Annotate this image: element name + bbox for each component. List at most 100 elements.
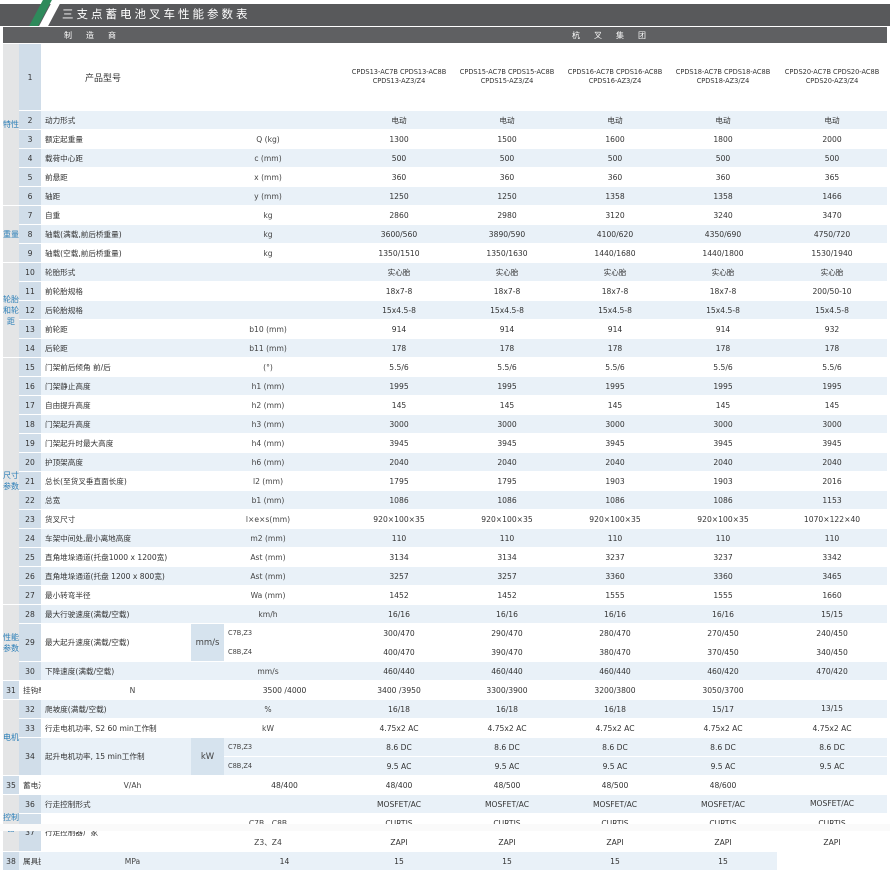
value-cell: MOSFET/AC — [345, 794, 453, 814]
value-cell: 3000 — [345, 414, 453, 434]
param-unit: Q (kg) — [191, 129, 345, 149]
param-unit: Ast (mm) — [191, 547, 345, 567]
row-number: 9 — [19, 243, 41, 263]
value-cell: CPDS15-AC7B CPDS15-AC8B CPDS15-AZ3/Z4 — [453, 43, 561, 111]
value-cell: 178 — [777, 338, 888, 358]
param-name: 下降速度(满载/空载) — [41, 661, 191, 681]
param-name: 属具提供压力 — [19, 851, 41, 871]
param-unit: kg — [191, 243, 345, 263]
table-row: C8B,Z4 9.5 AC 9.5 AC 9.5 AC 9.5 AC 9.5 AC — [3, 756, 888, 776]
value-cell: 1903 — [561, 471, 669, 491]
value-cell: 4750/720 — [777, 224, 888, 244]
value-cell: 470/420 — [777, 661, 888, 681]
value-cell: 1995 — [669, 376, 777, 396]
value-cell: 3400 /3950 — [345, 680, 453, 700]
value-cell: CPDS13-AC7B CPDS13-AC8B CPDS13-AZ3/Z4 — [345, 43, 453, 111]
value-cell: 16/16 — [345, 604, 453, 624]
value-cell: 365 — [777, 167, 888, 187]
value-cell: 2000 — [777, 129, 888, 149]
param-name: 后轮胎规格 — [41, 300, 191, 320]
value-cell: 460/440 — [453, 661, 561, 681]
row-number: 3 — [19, 129, 41, 149]
row-number: 38 — [3, 851, 19, 871]
value-cell: 实心胎 — [453, 262, 561, 282]
value-cell: 8.6 DC — [561, 737, 669, 757]
value-cell: 4.75x2 AC — [777, 718, 888, 738]
table-row: 5 前悬距 x (mm) 360 360 360 360 365 — [3, 167, 888, 187]
row-number: 12 — [19, 300, 41, 320]
table-row: 25 直角堆垛通道(托盘1000 x 1200宽) Ast (mm) 3134 3134… — [3, 547, 888, 567]
param-name: 轴距 — [41, 186, 191, 206]
value-cell: 110 — [453, 528, 561, 548]
value-cell: ZAPI — [453, 832, 561, 852]
value-cell: 15x4.5-8 — [345, 300, 453, 320]
param-unit: x (mm) — [191, 167, 345, 187]
param-unit: V/Ah — [41, 775, 224, 795]
value-cell: 15 — [453, 851, 561, 871]
row-number: 35 — [3, 775, 19, 795]
row-number: 37 — [19, 813, 41, 852]
value-cell: 48/400 — [345, 775, 453, 795]
value-cell: 1995 — [453, 376, 561, 396]
table-row: 30 下降速度(满载/空载) mm/s 460/440 460/440 460/440 46… — [3, 661, 888, 681]
value-cell: 2040 — [561, 452, 669, 472]
value-cell: 3134 — [345, 547, 453, 567]
param-name: 最小转弯半径 — [41, 585, 191, 605]
value-cell: 16/18 — [453, 699, 561, 719]
value-cell: 1086 — [345, 490, 453, 510]
value-cell: 3945 — [453, 433, 561, 453]
value-cell: 8.6 DC — [345, 737, 453, 757]
value-cell: 13/15 — [777, 699, 888, 719]
value-cell: 390/470 — [453, 642, 561, 662]
value-cell: 48/500 — [561, 775, 669, 795]
spec-table-body: 制造商 杭叉集团 特性 1 产品型号 CPDS13-AC7B CPDS13-AC8B … — [3, 27, 888, 871]
value-cell: 15 — [561, 851, 669, 871]
param-unit: N — [41, 680, 224, 700]
value-cell: 110 — [669, 528, 777, 548]
spec-table: 制造商 杭叉集团 特性 1 产品型号 CPDS13-AC7B CPDS13-AC8B … — [3, 27, 888, 871]
row-number: 8 — [19, 224, 41, 244]
param-name: 产品型号 — [41, 43, 191, 111]
value-cell: 5.5/6 — [669, 357, 777, 377]
value-cell: 145 — [669, 395, 777, 415]
row-number: 31 — [3, 680, 19, 700]
value-cell: 280/470 — [561, 623, 669, 643]
value-cell: 1086 — [669, 490, 777, 510]
table-row: 16 门架静止高度 h1 (mm) 1995 1995 1995 1995 1995 — [3, 376, 888, 396]
param-name: 行走控制器厂家 — [41, 813, 191, 852]
table-row: 12 后轮胎规格 15x4.5-8 15x4.5-8 15x4.5-8 15x4.5-8 1… — [3, 300, 888, 320]
value-cell: 3360 — [561, 566, 669, 586]
table-row: 35蓄电池电压/容量(5小时放电)V/Ah48/40048/40048/5004… — [3, 775, 887, 795]
param-unit — [191, 110, 345, 130]
value-cell: 1555 — [669, 585, 777, 605]
row-number: 17 — [19, 395, 41, 415]
value-cell: 8.6 DC — [777, 737, 888, 757]
row-number: 5 — [19, 167, 41, 187]
value-cell: 1153 — [777, 490, 888, 510]
param-unit: c (mm) — [191, 148, 345, 168]
header-row: 制造商 杭叉集团 — [3, 27, 888, 44]
value-cell: 914 — [345, 319, 453, 339]
value-cell: CPDS16-AC7B CPDS16-AC8B CPDS16-AZ3/Z4 — [561, 43, 669, 111]
param-variant: Z3、Z4 — [191, 832, 345, 852]
table-row: 3 额定起重量 Q (kg) 1300 1500 1600 1800 2000 — [3, 129, 888, 149]
param-name: 门架起升高度 — [41, 414, 191, 434]
param-unit: mm/s — [191, 661, 345, 681]
param-name: 总长(至货叉垂直面长度) — [41, 471, 191, 491]
value-cell: 18x7-8 — [453, 281, 561, 301]
param-unit: m2 (mm) — [191, 528, 345, 548]
param-unit: kg — [191, 224, 345, 244]
value-cell: 1250 — [453, 186, 561, 206]
table-row: 33 行走电机功率, S2 60 min工作制 kW 4.75x2 AC 4.75x2 … — [3, 718, 888, 738]
value-cell: 3200/3800 — [561, 680, 669, 700]
value-cell: 15/17 — [669, 699, 777, 719]
value-cell: 145 — [345, 395, 453, 415]
param-unit: % — [191, 699, 345, 719]
table-row: 11 前轮胎规格 18x7-8 18x7-8 18x7-8 18x7-8 200/50-10 — [3, 281, 888, 301]
value-cell: 48/600 — [669, 775, 777, 795]
value-cell: 1070×122×40 — [777, 509, 888, 529]
title-bar: 三支点蓄电池叉车性能参数表 — [0, 0, 890, 26]
table-row: 性能参数 28 最大行驶速度(满载/空载) km/h 16/16 16/16 16/16 16… — [3, 604, 888, 681]
param-name: 最大行驶速度(满载/空载) — [41, 604, 191, 624]
